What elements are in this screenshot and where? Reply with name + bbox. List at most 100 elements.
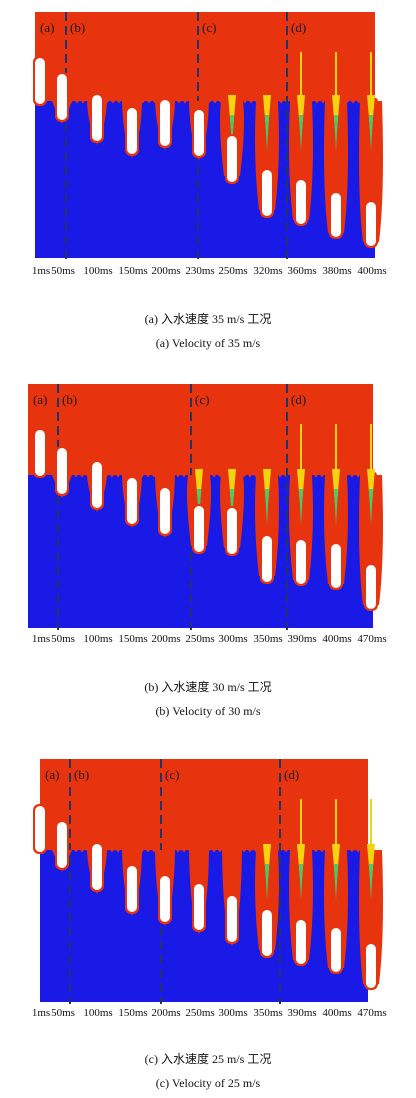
stage-label-1: (a): [40, 20, 54, 35]
mixing-zone: [299, 864, 303, 900]
projectile-body: [227, 508, 237, 554]
projectile-body: [262, 170, 272, 216]
projectile-body: [194, 110, 204, 156]
time-label: 380ms: [322, 265, 352, 277]
time-label: 150ms: [118, 1007, 148, 1019]
time-label: 100ms: [83, 633, 113, 645]
stage-label-4: (d): [291, 392, 306, 407]
time-label: 200ms: [151, 633, 181, 645]
projectile-body: [262, 536, 272, 582]
caption-en-c: (c) Velocity of 25 m/s: [155, 1076, 261, 1090]
mixing-zone: [265, 115, 269, 151]
time-axis-a: 1ms 50ms 100ms 150ms 200ms 230ms 250ms 320ms 360…: [0, 265, 416, 279]
projectile-body: [35, 806, 45, 852]
time-label: 250ms: [185, 1007, 215, 1019]
projectile-body: [296, 540, 306, 584]
stage-label-3: (c): [165, 767, 179, 782]
mixing-zone: [369, 489, 373, 525]
projectile-body: [57, 822, 67, 868]
free-surface: [68, 846, 372, 853]
mixing-zone: [334, 864, 338, 900]
stage-label-2: (b): [62, 392, 77, 407]
stage-label-3: (c): [195, 392, 209, 407]
projectile-body: [160, 876, 170, 922]
simulation-image-a: (a) (b) (c) (d): [33, 12, 383, 260]
mixing-zone: [369, 864, 373, 900]
mixing-zone: [230, 115, 234, 151]
time-label: 470ms: [357, 633, 387, 645]
time-label: 300ms: [218, 1007, 248, 1019]
stage-label-1: (a): [33, 392, 47, 407]
projectile-body: [92, 844, 102, 890]
projectile-body: [331, 544, 341, 588]
free-surface: [56, 471, 378, 478]
mixing-zone: [265, 489, 269, 525]
stage-label-2: (b): [74, 767, 89, 782]
projectile-body: [92, 462, 102, 508]
mixing-zone: [334, 489, 338, 525]
time-label: 200ms: [151, 1007, 181, 1019]
projectile-body: [57, 74, 67, 120]
stage-label-4: (d): [291, 20, 306, 35]
caption-cn-b: (b) 入水速度 30 m/s 工况: [144, 680, 272, 694]
air-region: [35, 12, 375, 101]
projectile-body: [227, 136, 237, 182]
projectile-body: [331, 193, 341, 237]
caption-cn-c: (c) 入水速度 25 m/s 工况: [144, 1052, 272, 1066]
projectile-body: [194, 884, 204, 930]
projectile-body: [92, 95, 102, 141]
projectile-body: [127, 478, 137, 524]
air-region: [28, 384, 373, 475]
time-label: 100ms: [83, 265, 113, 277]
projectile-body: [366, 944, 376, 988]
time-label: 250ms: [185, 633, 215, 645]
time-label: 150ms: [118, 633, 148, 645]
mixing-zone: [334, 115, 338, 151]
projectile-body: [160, 488, 170, 534]
time-axis-c: 1ms 50ms 100ms 150ms 200ms 250ms 300ms 350ms 390…: [0, 1007, 416, 1021]
projectile-body: [366, 202, 376, 246]
time-label: 50ms: [51, 633, 75, 645]
time-label: 100ms: [83, 1007, 113, 1019]
time-label: 350ms: [253, 633, 283, 645]
air-region: [40, 759, 368, 850]
projectile-body: [127, 108, 137, 154]
projectile-body: [331, 928, 341, 972]
time-label: 390ms: [287, 1007, 317, 1019]
stage-label-1: (a): [45, 767, 59, 782]
time-label: 1ms: [31, 1007, 51, 1019]
figure-panel-b: (a) (b) (c) (d) 1ms 50ms 100ms 150ms 200ms 250ms…: [0, 0, 416, 718]
time-label: 230ms: [185, 265, 215, 277]
time-label: 390ms: [287, 633, 317, 645]
time-label: 250ms: [218, 265, 248, 277]
time-label: 150ms: [118, 265, 148, 277]
projectile-body: [194, 506, 204, 552]
time-label: 1ms: [31, 265, 51, 277]
projectile-body: [35, 58, 45, 104]
projectile-body: [262, 910, 272, 956]
caption-cn-a: (a) 入水速度 35 m/s 工况: [144, 312, 272, 326]
mixing-zone: [265, 864, 269, 900]
stage-label-3: (c): [202, 20, 216, 35]
time-label: 320ms: [253, 265, 283, 277]
figure-panel-a: (a) (b) (c) (d) 1ms 50ms 100ms 150ms 200ms 230ms…: [0, 0, 416, 350]
projectile-body: [160, 100, 170, 146]
time-label: 1ms: [31, 633, 51, 645]
time-label: 50ms: [51, 1007, 75, 1019]
time-label: 50ms: [51, 265, 75, 277]
projectile-body: [296, 920, 306, 964]
projectile-body: [366, 565, 376, 609]
mixing-zone: [299, 115, 303, 151]
mixing-zone: [369, 115, 373, 151]
time-label: 300ms: [218, 633, 248, 645]
projectile-body: [296, 180, 306, 224]
projectile-body: [35, 430, 45, 476]
projectile-body: [57, 448, 67, 494]
simulation-image-b: (a) (b) (c) (d): [28, 384, 383, 630]
time-label: 400ms: [322, 633, 352, 645]
time-label: 200ms: [151, 265, 181, 277]
time-label: 360ms: [287, 265, 317, 277]
time-axis-b: 1ms 50ms 100ms 150ms 200ms 250ms 300ms 350ms 390…: [0, 633, 416, 647]
time-label: 350ms: [253, 1007, 283, 1019]
stage-label-4: (d): [284, 767, 299, 782]
